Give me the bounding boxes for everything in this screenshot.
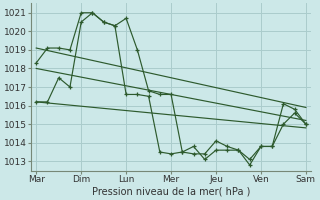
X-axis label: Pression niveau de la mer( hPa ): Pression niveau de la mer( hPa )	[92, 187, 250, 197]
